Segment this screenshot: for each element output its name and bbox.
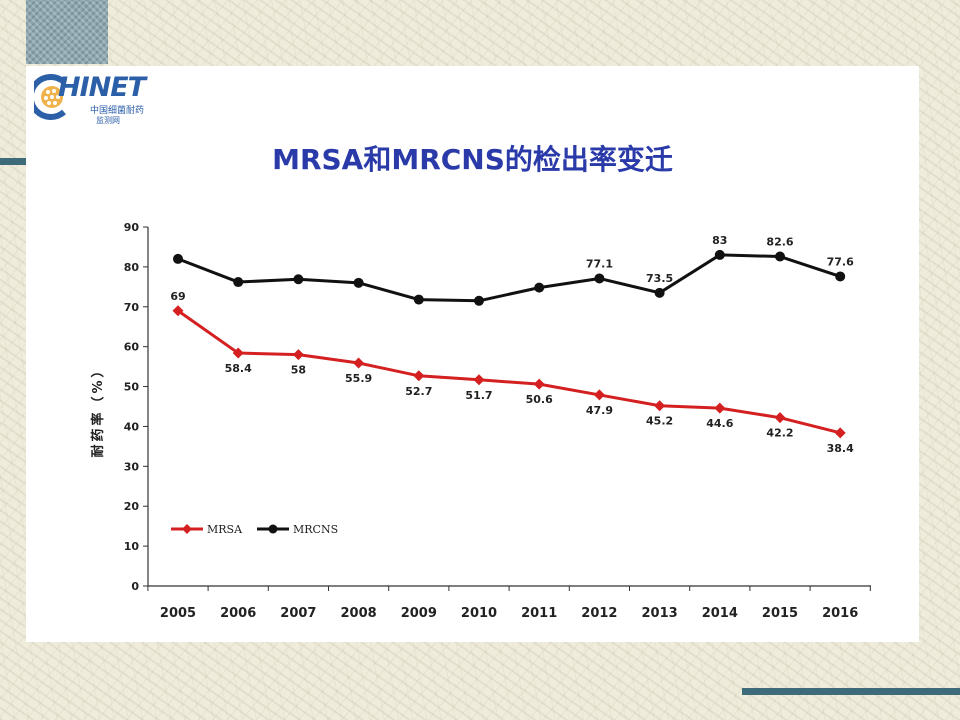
x-tick-label: 2013: [642, 606, 678, 621]
chart-title: MRSA和MRCNS的检出率变迁: [272, 143, 673, 176]
legend-swatch-marker: [182, 524, 192, 534]
x-tick-label: 2015: [762, 606, 798, 621]
logo-subtitle-2: 监测网: [96, 116, 120, 125]
mrsa-data-label: 45.2: [646, 415, 673, 428]
mrcns-marker: [714, 249, 725, 260]
mrcns-data-label: 77.6: [827, 255, 854, 268]
legend-label: MRSA: [207, 523, 243, 536]
x-tick-label: 2011: [521, 606, 557, 621]
mrcns-data-label: 77.1: [586, 257, 613, 270]
mrsa-data-label: 52.7: [405, 385, 432, 398]
y-tick-label: 80: [124, 261, 140, 274]
mrsa-data-label: 69: [170, 290, 185, 303]
chart-markers: [172, 249, 846, 439]
mrcns-marker: [534, 282, 545, 293]
mrsa-data-label: 58: [291, 364, 306, 377]
mrcns-marker: [775, 251, 785, 262]
chart-series-lines: [177, 253, 841, 435]
legend-swatch-marker: [268, 524, 278, 534]
y-tick-label: 40: [124, 420, 140, 433]
y-tick-label: 60: [124, 341, 140, 354]
accent-bar-left: [0, 158, 40, 165]
mrcns-marker: [413, 294, 424, 305]
y-axis-label: 耐药率（%）: [90, 361, 106, 457]
y-tick-label: 90: [124, 221, 140, 234]
chinet-logo: HINET 中国细菌耐药 监测网: [34, 70, 164, 130]
y-tick-label: 10: [124, 540, 140, 553]
mrcns-data-label: 73.5: [646, 272, 673, 285]
mrcns-marker: [293, 274, 304, 285]
mrsa-data-label: 47.9: [586, 404, 613, 417]
mrsa-data-label: 51.7: [465, 389, 492, 402]
x-tick-label: 2016: [822, 606, 858, 621]
y-tick-label: 50: [124, 381, 140, 394]
mrsa-marker: [714, 402, 726, 414]
mrsa-data-label: 42.2: [766, 427, 793, 440]
mrsa-marker: [473, 374, 485, 386]
y-tick-label: 30: [124, 460, 140, 473]
mrsa-marker: [172, 305, 184, 317]
y-tick-label: 70: [124, 301, 140, 314]
mrsa-data-label: 55.9: [345, 372, 372, 385]
mrsa-marker: [654, 400, 666, 412]
mrsa-marker: [292, 349, 304, 361]
x-tick-label: 2010: [461, 606, 497, 621]
mrcns-marker: [594, 273, 605, 284]
mrsa-data-label: 58.4: [225, 362, 252, 375]
mrsa-marker: [232, 347, 244, 359]
mrcns-marker: [474, 295, 484, 306]
x-tick-label: 2005: [160, 606, 196, 621]
chart-axes: 0 10 20 30 40 50 60 70 80 90 2005 2006 2007 2008 2009 2…: [90, 221, 871, 621]
accent-bar-bottom: [742, 688, 960, 695]
mrsa-data-label: 50.6: [526, 393, 553, 406]
mrsa-marker: [353, 357, 365, 369]
logo-word: HINET: [58, 72, 146, 103]
mrsa-line: [177, 309, 841, 435]
mrcns-marker: [233, 277, 244, 288]
legend-label: MRCNS: [293, 523, 338, 536]
mrcns-marker: [835, 271, 846, 282]
x-tick-label: 2008: [341, 606, 377, 621]
mrcns-line: [177, 253, 841, 303]
globe-icon: [34, 74, 66, 120]
x-tick-label: 2012: [581, 606, 617, 621]
x-tick-label: 2014: [702, 606, 738, 621]
mrcns-data-label: 83: [712, 234, 727, 247]
mrcns-marker: [654, 287, 665, 298]
y-tick-label: 20: [124, 500, 140, 513]
mrsa-marker: [834, 427, 846, 439]
mrsa-marker: [593, 389, 605, 401]
x-tick-label: 2009: [401, 606, 437, 621]
chart-data-labels: 69 58.4 58 55.9 52.7 51.7 50.6 47.9 45.2 44.6 42.2…: [170, 234, 854, 455]
y-tick-label: 0: [131, 580, 139, 593]
line-chart: 0 10 20 30 40 50 60 70 80 90 2005 2006 2007 2008 2009 2…: [90, 221, 871, 621]
mrsa-marker: [413, 370, 425, 382]
chart-legend: MRSA MRCNS: [171, 523, 338, 536]
mrcns-marker: [353, 277, 364, 288]
x-tick-label: 2007: [280, 606, 316, 621]
corner-decoration: [26, 0, 108, 64]
mrcns-marker: [173, 253, 183, 264]
mrsa-data-label: 44.6: [706, 417, 733, 430]
slide-panel: HINET 中国细菌耐药 监测网 MRSA和MRCNS的检出率变迁 0 10 20 3…: [26, 66, 919, 642]
logo-subtitle: 中国细菌耐药: [90, 106, 145, 116]
x-tick-label: 2006: [220, 606, 256, 621]
mrsa-marker: [533, 378, 545, 390]
mrsa-marker: [774, 412, 786, 424]
mrcns-data-label: 82.6: [766, 236, 793, 249]
mrsa-data-label: 38.4: [827, 442, 854, 455]
